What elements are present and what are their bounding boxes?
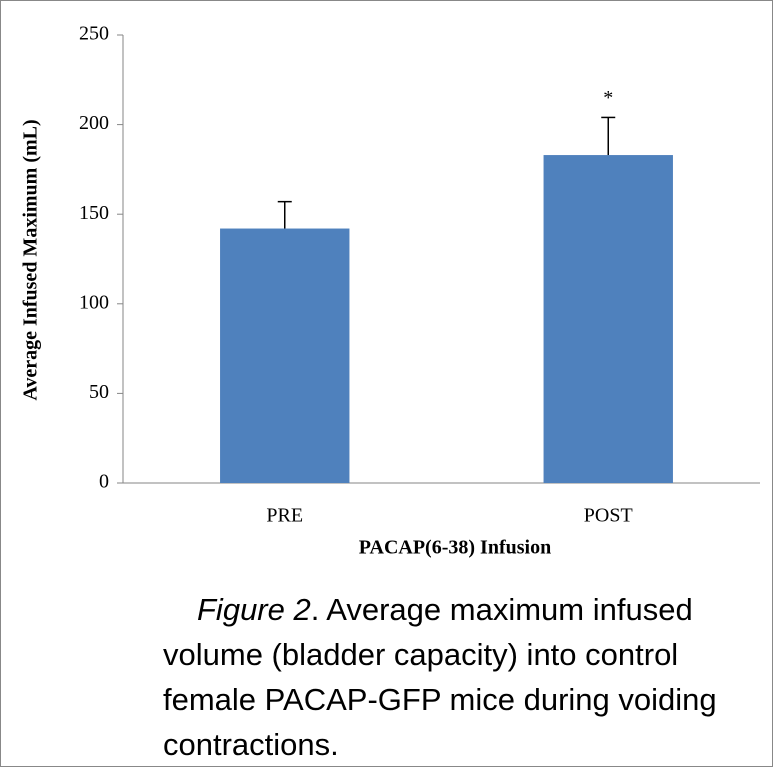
caption-line: female PACAP-GFP mice during voiding bbox=[163, 682, 717, 717]
annotation: * bbox=[603, 87, 613, 109]
x-tick-label: POST bbox=[584, 505, 633, 527]
caption-line: contractions. bbox=[163, 727, 339, 762]
y-tick-label: 150 bbox=[79, 202, 109, 224]
y-tick-label: 250 bbox=[79, 23, 109, 45]
y-tick-label: 50 bbox=[89, 381, 109, 403]
error-bar bbox=[277, 200, 292, 229]
error-bar bbox=[601, 116, 616, 156]
x-axis-label: PACAP(6-38) Infusion bbox=[359, 537, 551, 559]
bar bbox=[220, 228, 350, 483]
y-tick-label: 200 bbox=[79, 112, 109, 134]
caption-text: . Average maximum infused bbox=[311, 592, 693, 627]
y-tick-label: 0 bbox=[99, 471, 109, 493]
caption-line: Figure 2. Average maximum infused bbox=[197, 592, 693, 627]
y-axis-label: Average Infused Maximum (mL) bbox=[20, 119, 42, 400]
caption-line: volume (bladder capacity) into control bbox=[163, 637, 678, 672]
x-tick-label: PRE bbox=[266, 505, 303, 527]
y-tick-label: 100 bbox=[79, 291, 109, 313]
caption-label: Figure 2 bbox=[197, 592, 311, 627]
bar bbox=[543, 155, 673, 483]
